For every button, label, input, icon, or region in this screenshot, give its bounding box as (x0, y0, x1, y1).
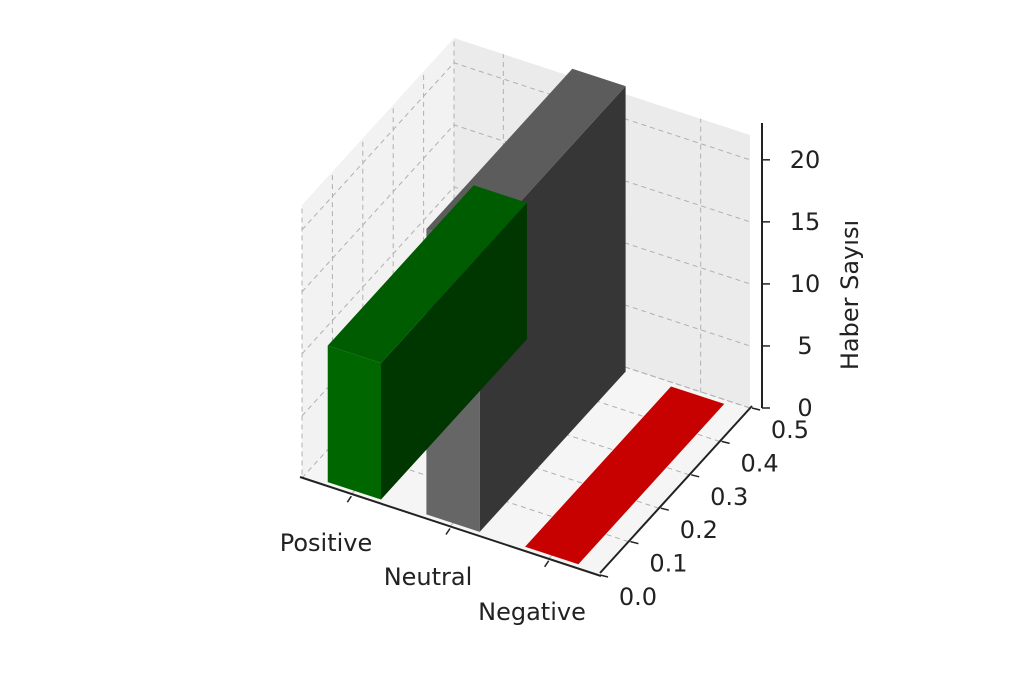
bar-side-face (479, 86, 626, 532)
y-tick-label: 0.4 (741, 449, 779, 477)
y-gridline (453, 38, 751, 409)
y-gridline (331, 171, 629, 543)
x-tick-mark (544, 560, 550, 568)
x-tick-label: Neutral (384, 563, 473, 591)
z-tick-label: 20 (790, 146, 821, 174)
y-gridline (392, 104, 690, 476)
y-tick-mark (599, 574, 609, 578)
y-tick-mark (721, 440, 730, 445)
y-tick-mark (660, 507, 669, 511)
y-tick-label: 0.3 (710, 483, 748, 511)
x-tick-mark (445, 528, 451, 535)
y-axis-line (599, 405, 753, 574)
z-tick-label: 0 (797, 394, 812, 422)
y-tick-label: 0.5 (771, 416, 809, 444)
y-tick-mark (691, 474, 700, 478)
x-axis-line (299, 476, 602, 577)
z-tick-label: 15 (790, 208, 821, 236)
y-tick-label: 0.1 (649, 550, 687, 578)
y-tick-mark (751, 407, 761, 411)
y-tick-mark (630, 540, 639, 545)
x-tick-label: Negative (478, 598, 586, 626)
z-tick-label: 10 (790, 270, 821, 298)
y-gridline (423, 71, 720, 442)
y-tick-label: 0.0 (619, 583, 657, 611)
x-tick-mark (346, 495, 352, 503)
bar-front-face (327, 345, 382, 500)
z-tick-label: 5 (797, 332, 812, 360)
bar-top-face (525, 386, 725, 565)
y-gridline (362, 138, 659, 509)
z-axis-title: Haber Sayısı (836, 220, 864, 370)
y-tick-label: 0.2 (680, 516, 718, 544)
bar-side-face (381, 202, 527, 500)
bar-top-face (327, 185, 527, 364)
x-tick-label: Positive (280, 529, 373, 557)
bar-positive (327, 185, 527, 500)
bar-negative (525, 386, 725, 565)
